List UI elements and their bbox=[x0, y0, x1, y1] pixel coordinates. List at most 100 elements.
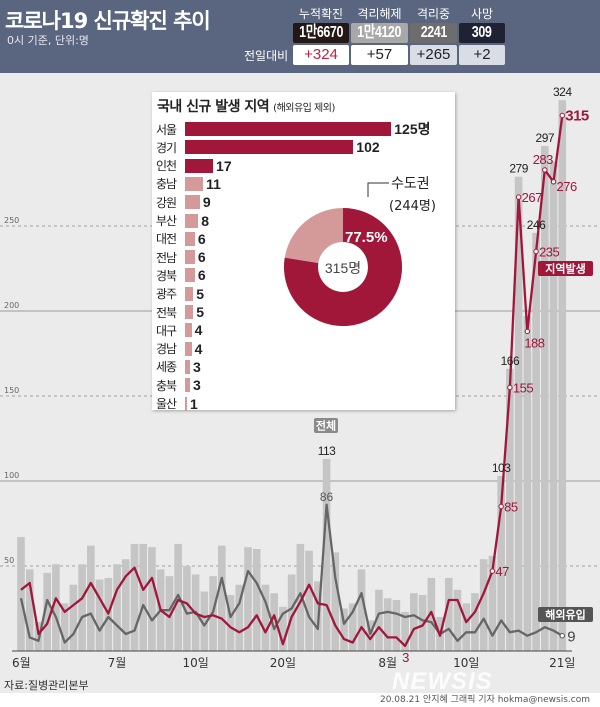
bar-data-label: 246 bbox=[527, 218, 546, 232]
local-data-label: 283 bbox=[533, 152, 553, 167]
stat-label-confirmed: 누적확진 bbox=[298, 7, 344, 21]
region-name: 경남 bbox=[156, 342, 177, 357]
stat-value-deaths: 309 bbox=[472, 24, 492, 41]
bar-total bbox=[287, 574, 296, 651]
region-name: 충남 bbox=[156, 177, 177, 192]
bar-total bbox=[340, 608, 348, 651]
region-row: 강원 9 bbox=[156, 193, 211, 211]
header: 코로나19 신규확진 추이 0시 기준, 단위:명 전일대비 누적확진 격리해제… bbox=[0, 0, 600, 73]
data-point-marker bbox=[507, 384, 513, 391]
region-bar bbox=[185, 231, 195, 246]
bar-total bbox=[514, 176, 523, 651]
bar-total bbox=[78, 564, 86, 651]
bar-total bbox=[165, 576, 174, 651]
region-name: 서울 bbox=[156, 122, 177, 137]
donut-share-label: 77.5% bbox=[345, 229, 388, 246]
y-tick-label: 100 bbox=[4, 471, 19, 480]
stat-box-deaths: 309 bbox=[459, 23, 505, 43]
region-row: 경남 4 bbox=[156, 340, 202, 358]
region-value: 11 bbox=[206, 175, 221, 192]
donut-total-label: 315명 bbox=[325, 260, 361, 276]
data-point-marker bbox=[524, 328, 531, 335]
inset-title-text: 국내 신규 발생 지역 bbox=[157, 99, 270, 115]
stat-value-confirmed: 1만6670 bbox=[299, 24, 344, 41]
bar-data-label: 279 bbox=[509, 162, 528, 176]
callout-line bbox=[367, 182, 389, 197]
region-row: 경북 6 bbox=[156, 266, 206, 284]
local-data-label: 85 bbox=[504, 500, 518, 515]
x-tick-label: 8월 bbox=[378, 656, 397, 670]
bar-total bbox=[392, 600, 401, 651]
region-name: 충북 bbox=[156, 378, 177, 393]
donut-area-label: 수도권 bbox=[391, 176, 430, 192]
bar-total bbox=[471, 593, 479, 651]
data-point-marker bbox=[515, 194, 522, 200]
region-name: 강원 bbox=[156, 195, 177, 210]
bar-total bbox=[541, 146, 549, 651]
region-name: 인천 bbox=[156, 159, 177, 174]
bar-total bbox=[549, 161, 558, 651]
donut-slice-capital bbox=[284, 208, 402, 326]
region-bar bbox=[185, 213, 199, 228]
series-tag-total: 전체 bbox=[316, 419, 336, 433]
x-tick-label: 20일 bbox=[270, 656, 296, 670]
region-bar bbox=[185, 122, 392, 136]
region-value: 1 bbox=[190, 395, 198, 412]
stat-label-released: 격리해제 bbox=[357, 7, 402, 21]
y-tick-label: 150 bbox=[4, 386, 19, 395]
x-tick-label: 6월 bbox=[12, 656, 31, 670]
stat-value-isolated: 2241 bbox=[420, 24, 447, 41]
bar-total bbox=[52, 564, 60, 651]
inset-title: 국내 신규 발생 지역 (해외유입 제외) bbox=[157, 96, 335, 116]
region-bar bbox=[185, 378, 190, 393]
bar-total bbox=[305, 550, 313, 651]
capital-area-donut: 315명 77.5% 수도권 (244명) bbox=[284, 176, 436, 326]
data-point-marker bbox=[498, 503, 504, 510]
region-bar bbox=[185, 195, 200, 210]
y-tick-label: 50 bbox=[4, 556, 14, 565]
bar-total bbox=[279, 606, 287, 651]
bar-total bbox=[532, 232, 540, 652]
stat-delta-deaths: +2 bbox=[459, 45, 505, 65]
region-value: 3 bbox=[192, 377, 201, 394]
bar-total bbox=[17, 537, 25, 651]
page-title: 코로나19 신규확진 추이 bbox=[5, 9, 211, 33]
region-bar bbox=[185, 140, 354, 155]
newsis-watermark: NEWSIS bbox=[392, 668, 493, 695]
data-point-marker bbox=[533, 248, 539, 255]
overseas-data-label: 9 bbox=[567, 629, 575, 646]
bar-total bbox=[453, 589, 462, 651]
region-row: 충북 3 bbox=[156, 376, 201, 394]
region-bar bbox=[185, 323, 192, 338]
bar-total bbox=[121, 559, 130, 651]
bar-total bbox=[418, 594, 427, 651]
data-point-marker bbox=[559, 112, 565, 119]
overseas-data-label: 86 bbox=[320, 490, 334, 504]
x-tick-label: 10일 bbox=[182, 656, 208, 670]
bar-total bbox=[401, 611, 409, 651]
region-value: 4 bbox=[194, 322, 203, 339]
bar-data-label: 113 bbox=[318, 444, 336, 458]
bar-total bbox=[331, 552, 340, 651]
bar-data-label: 324 bbox=[553, 85, 572, 99]
bar-total bbox=[506, 368, 514, 651]
stat-delta-isolated: +265 bbox=[410, 45, 457, 65]
bar-total bbox=[558, 100, 567, 651]
y-tick-label: 250 bbox=[4, 216, 19, 225]
page-subtitle: 0시 기준, 단위:명 bbox=[7, 34, 89, 47]
region-name: 전남 bbox=[156, 250, 177, 265]
compare-label: 전일대비 bbox=[244, 49, 289, 63]
bar-total bbox=[357, 569, 366, 651]
stat-delta-released: +57 bbox=[351, 45, 408, 65]
region-row: 대전 6 bbox=[156, 230, 206, 248]
bar-total bbox=[113, 564, 121, 651]
bar-total bbox=[217, 545, 226, 651]
region-row: 서울 125명 bbox=[156, 120, 431, 138]
local-data-label: 188 bbox=[524, 335, 544, 350]
region-value: 125명 bbox=[394, 121, 431, 137]
inset-subtitle: (해외유입 제외) bbox=[273, 103, 335, 114]
region-value: 102 bbox=[356, 139, 380, 156]
region-name: 울산 bbox=[156, 397, 177, 411]
local-data-label: 155 bbox=[513, 381, 533, 396]
